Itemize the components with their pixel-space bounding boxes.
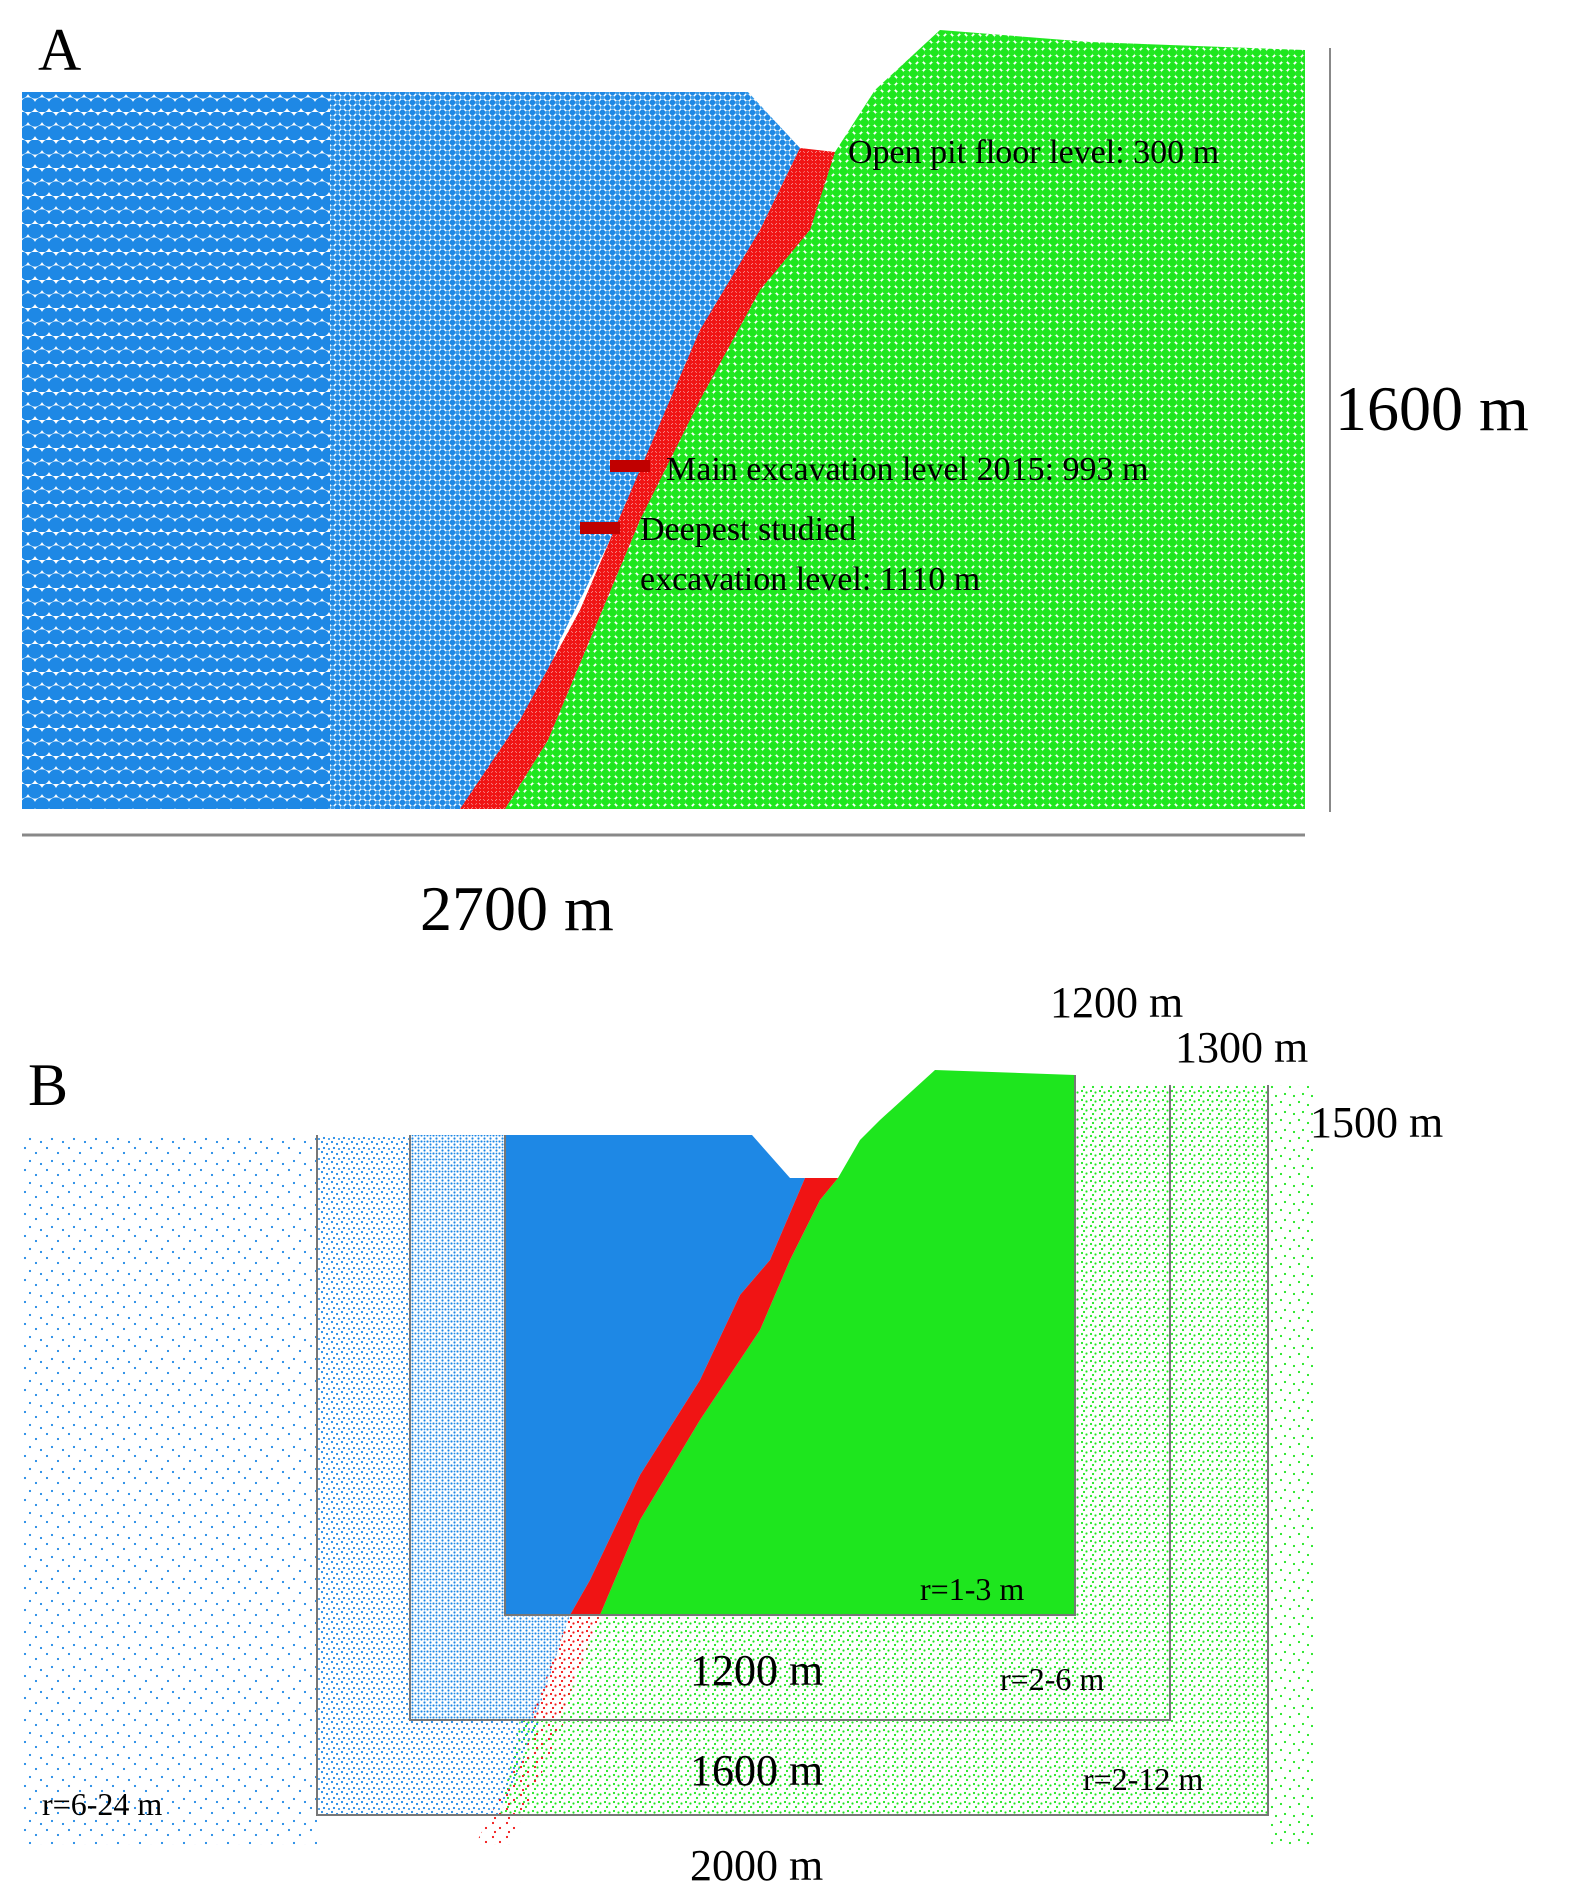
- height-dimension-label: 1600 m: [1335, 373, 1529, 444]
- panel-a-label: A: [38, 17, 81, 83]
- blue-zone-fine: [330, 92, 800, 809]
- deepest-annotation-line1: Deepest studied: [640, 511, 856, 548]
- height-label-inner: 1200 m: [1050, 978, 1183, 1027]
- core-zone-red: [570, 1178, 838, 1615]
- core-zone-green: [600, 1070, 1075, 1615]
- width-label-middle: 1600 m: [690, 1746, 823, 1795]
- width-dimension-label: 2700 m: [420, 873, 614, 944]
- height-label-middle: 1300 m: [1175, 1023, 1308, 1072]
- middle-zone-green: [555, 1085, 1170, 1720]
- deepest-excavation-marker: [580, 522, 620, 534]
- radius-label-far: r=6-24 m: [42, 1786, 162, 1822]
- width-label-outer: 2000 m: [690, 1841, 823, 1888]
- outer-zone-red: [475, 1720, 565, 1845]
- red-ore-band: [460, 148, 835, 809]
- width-label-inner: 1200 m: [690, 1646, 823, 1695]
- panel-b-label: B: [28, 1052, 68, 1118]
- radius-label-middle: r=2-6 m: [1000, 1661, 1104, 1697]
- panel-b: B 1200 m 1300 m 1500 m 1200 m 1600 m 200…: [22, 978, 1443, 1888]
- radius-label-inner: r=1-3 m: [920, 1571, 1024, 1607]
- main-excavation-annotation: Main excavation level 2015: 993 m: [666, 451, 1149, 488]
- deepest-annotation-line2: excavation level: 1110 m: [640, 561, 980, 598]
- pit-floor-annotation: Open pit floor level: 300 m: [848, 134, 1219, 171]
- height-label-outer: 1500 m: [1310, 1098, 1443, 1147]
- far-zone-green: [1268, 1085, 1313, 1845]
- outer-zone-green: [500, 1085, 1268, 1815]
- main-excavation-marker: [610, 460, 650, 472]
- blue-zone-coarse: [22, 92, 330, 809]
- green-zone: [505, 30, 1305, 809]
- panel-a: A Open pit floor level: 300 m Main excav…: [22, 17, 1529, 944]
- middle-zone-blue: [410, 1135, 570, 1720]
- core-zone-blue: [505, 1135, 805, 1615]
- far-zone-blue: [22, 1135, 317, 1845]
- middle-zone-red: [530, 1615, 600, 1720]
- outer-frame: [316, 1085, 1269, 1816]
- outer-zone-blue: [317, 1135, 410, 1815]
- middle-frame: [409, 1085, 1171, 1721]
- radius-label-outer: r=2-12 m: [1083, 1761, 1203, 1797]
- inner-frame: [504, 1075, 1076, 1616]
